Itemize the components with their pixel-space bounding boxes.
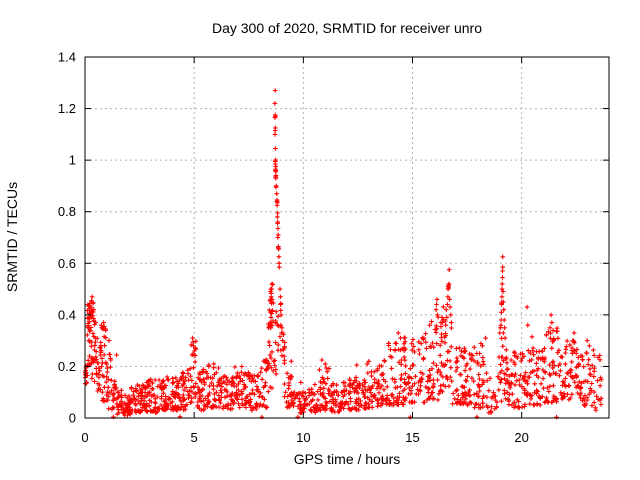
data-points <box>82 88 604 420</box>
svg-text:0.2: 0.2 <box>58 359 76 374</box>
plot-border <box>84 56 610 419</box>
svg-text:0.6: 0.6 <box>58 256 76 271</box>
svg-text:20: 20 <box>514 430 528 445</box>
svg-text:5: 5 <box>191 430 198 445</box>
svg-text:0: 0 <box>81 430 88 445</box>
svg-text:15: 15 <box>405 430 419 445</box>
axis-ticks <box>84 56 609 419</box>
svg-text:1.4: 1.4 <box>58 50 76 65</box>
x-axis-label: GPS time / hours <box>294 451 401 467</box>
svg-text:0.4: 0.4 <box>58 307 76 322</box>
svg-text:0.8: 0.8 <box>58 204 76 219</box>
grid-lines <box>85 57 609 418</box>
y-axis-label: SRMTID / TECUs <box>4 182 20 292</box>
svg-text:1.2: 1.2 <box>58 101 76 116</box>
tick-labels: 0 5 10 15 20 0 0.2 0.4 0.6 0.8 1 1.2 1.4 <box>58 50 529 446</box>
svg-text:10: 10 <box>296 430 310 445</box>
svg-text:0: 0 <box>69 411 76 426</box>
chart-title: Day 300 of 2020, SRMTID for receiver unr… <box>212 20 482 36</box>
svg-text:1: 1 <box>69 153 76 168</box>
